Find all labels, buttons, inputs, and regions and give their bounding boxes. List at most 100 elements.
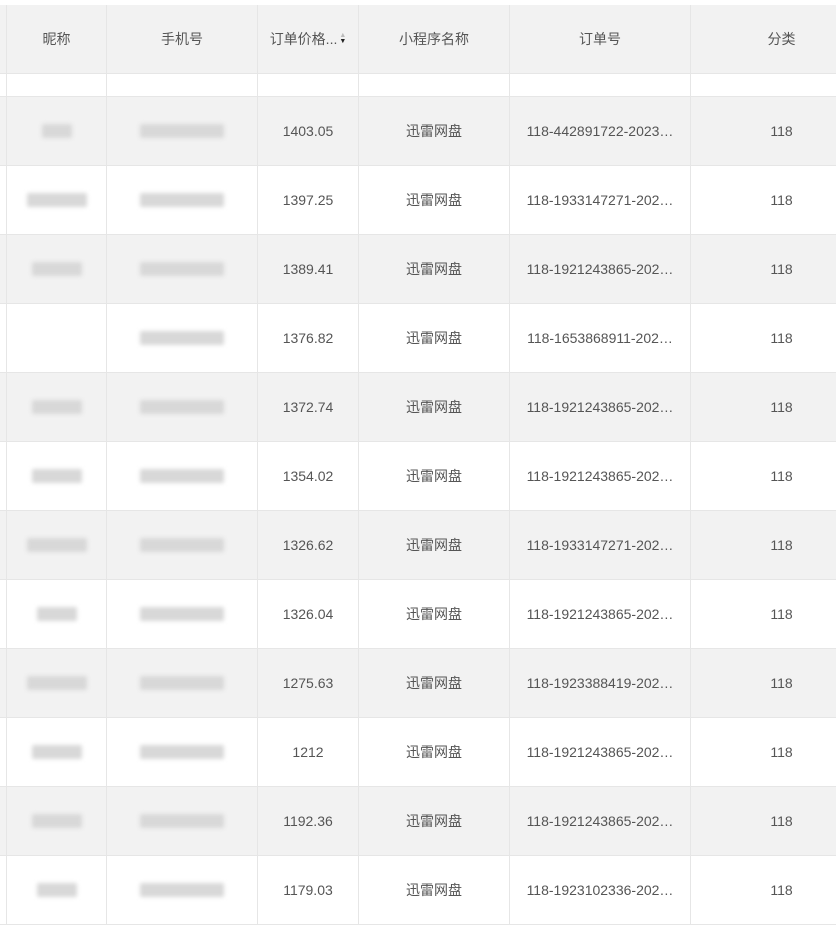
header-price[interactable]: 订单价格... ▲ ▼ [258,5,359,73]
row-edge [0,304,7,372]
redacted-phone [140,883,224,897]
app-name-cell: 迅雷网盘 [359,304,510,372]
redacted-nickname [31,745,82,759]
table-row[interactable]: 1212 迅雷网盘 118-1921243865-202… 118 [0,718,836,787]
nickname-cell [7,97,107,165]
orders-table: 昵称 手机号 订单价格... ▲ ▼ 小程序名称 订单号 分类 1403.05 迅雷… [0,5,836,925]
row-edge [0,787,7,855]
app-name-cell: 迅雷网盘 [359,235,510,303]
table-row[interactable]: 1179.03 迅雷网盘 118-1923102336-202… 118 [0,856,836,925]
row-edge [0,580,7,648]
app-name-cell: 迅雷网盘 [359,166,510,234]
app-name-cell: 迅雷网盘 [359,442,510,510]
category-cell: 118 [770,468,793,484]
nickname-cell [7,511,107,579]
header-category[interactable]: 分类 [767,31,796,47]
order-no-cell: 118-1933147271-202… [510,166,691,234]
spacer-cell [359,74,510,96]
table-row[interactable]: 1389.41 迅雷网盘 118-1921243865-202… 118 [0,235,836,304]
redacted-phone [140,124,224,138]
header-nickname[interactable]: 昵称 [7,5,107,73]
redacted-nickname [31,262,82,276]
phone-cell [107,580,258,648]
redacted-nickname [26,676,87,690]
header-phone[interactable]: 手机号 [107,5,258,73]
price-cell: 1179.03 [258,856,359,924]
redacted-phone [140,469,224,483]
category-cell: 118 [770,882,793,898]
phone-cell [107,235,258,303]
category-cell: 118 [770,675,793,691]
table-row[interactable]: 1397.25 迅雷网盘 118-1933147271-202… 118 [0,166,836,235]
redacted-phone [140,400,224,414]
row-edge [0,97,7,165]
nickname-cell [7,649,107,717]
table-row[interactable]: 1372.74 迅雷网盘 118-1921243865-202… 118 [0,373,836,442]
order-no-cell: 118-1921243865-202… [510,235,691,303]
phone-cell [107,442,258,510]
order-no-cell: 118-1921243865-202… [510,373,691,441]
price-cell: 1212 [258,718,359,786]
price-cell: 1397.25 [258,166,359,234]
header-price-label: 订单价格... [269,31,338,47]
app-name-cell: 迅雷网盘 [359,97,510,165]
app-name-cell: 迅雷网盘 [359,856,510,924]
phone-cell [107,97,258,165]
redacted-nickname [36,607,77,621]
phone-cell [107,373,258,441]
category-cell: 118 [770,606,793,622]
category-cell: 118 [770,813,793,829]
phone-cell [107,304,258,372]
nickname-cell [7,580,107,648]
spacer-row [0,74,836,97]
app-name-cell: 迅雷网盘 [359,580,510,648]
table-row[interactable]: 1275.63 迅雷网盘 118-1923388419-202… 118 [0,649,836,718]
phone-cell [107,649,258,717]
order-no-cell: 118-1923388419-202… [510,649,691,717]
category-cell: 118 [770,330,793,346]
redacted-nickname [41,124,72,138]
redacted-phone [140,745,224,759]
row-edge [0,235,7,303]
price-cell: 1275.63 [258,649,359,717]
redacted-nickname [31,814,82,828]
order-no-cell: 118-1921243865-202… [510,580,691,648]
spacer-cell [107,74,258,96]
nickname-cell [7,718,107,786]
table-body: 1403.05 迅雷网盘 118-442891722-2023… 118 139… [0,97,836,925]
sort-icon[interactable]: ▲ ▼ [339,32,347,45]
table-row[interactable]: 1354.02 迅雷网盘 118-1921243865-202… 118 [0,442,836,511]
price-cell: 1376.82 [258,304,359,372]
phone-cell [107,166,258,234]
phone-cell [107,718,258,786]
order-no-cell: 118-1653868911-202… [510,304,691,372]
table-row[interactable]: 1376.82 迅雷网盘 118-1653868911-202… 118 [0,304,836,373]
price-cell: 1403.05 [258,97,359,165]
table-row[interactable]: 1326.62 迅雷网盘 118-1933147271-202… 118 [0,511,836,580]
table-row[interactable]: 1326.04 迅雷网盘 118-1921243865-202… 118 [0,580,836,649]
table-row[interactable]: 1403.05 迅雷网盘 118-442891722-2023… 118 [0,97,836,166]
category-cell: 118 [770,744,793,760]
app-name-cell: 迅雷网盘 [359,649,510,717]
nickname-cell [7,787,107,855]
order-no-cell: 118-1923102336-202… [510,856,691,924]
header-app-name[interactable]: 小程序名称 [359,5,510,73]
redacted-nickname [26,538,87,552]
nickname-cell [7,304,107,372]
redacted-phone [140,538,224,552]
price-cell: 1389.41 [258,235,359,303]
header-order-no[interactable]: 订单号 [510,5,691,73]
table-row[interactable]: 1192.36 迅雷网盘 118-1921243865-202… 118 [0,787,836,856]
phone-cell [107,511,258,579]
order-no-cell: 118-1921243865-202… [510,718,691,786]
price-cell: 1354.02 [258,442,359,510]
row-edge [0,166,7,234]
redacted-phone [140,331,224,345]
redacted-phone [140,262,224,276]
row-edge [0,856,7,924]
redacted-phone [140,193,224,207]
app-name-cell: 迅雷网盘 [359,718,510,786]
category-cell: 118 [770,192,793,208]
order-no-cell: 118-442891722-2023… [510,97,691,165]
redacted-phone [140,814,224,828]
